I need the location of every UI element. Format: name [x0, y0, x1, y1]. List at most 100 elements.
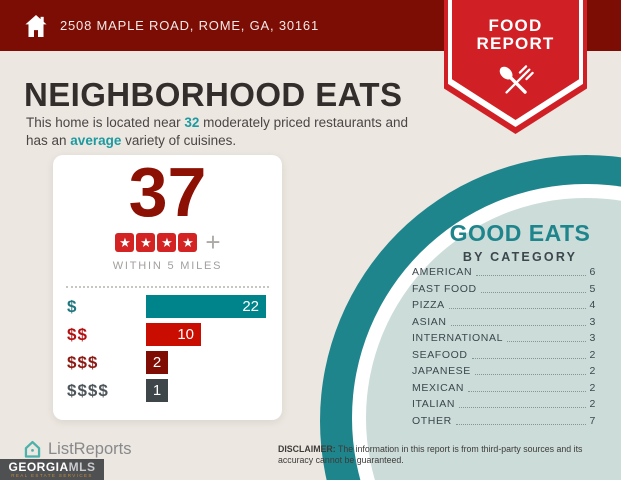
star-icon: ★	[157, 233, 177, 252]
price-tier-label: $	[67, 296, 78, 316]
ribbon-report-label: REPORT	[476, 34, 555, 53]
category-count: 2	[589, 381, 596, 394]
bar-track: 2	[146, 351, 269, 374]
bar-value: 22	[242, 298, 259, 315]
price-tier-row: $$ 10	[67, 323, 269, 346]
bar: 1	[146, 379, 168, 402]
category-row: INTERNATIONAL 3	[412, 333, 596, 344]
restaurant-count-inline: 32	[184, 115, 200, 130]
good-eats-header: GOOD EATS BY CATEGORY	[430, 220, 610, 264]
dotted-leader	[450, 324, 586, 326]
intro-part3: variety of cuisines.	[121, 133, 237, 148]
price-tier-label: $$	[67, 324, 88, 344]
star-icon: ★	[115, 233, 135, 252]
dotted-leader	[474, 373, 586, 375]
category-count: 2	[589, 398, 596, 410]
category-label: AMERICAN	[412, 266, 473, 278]
category-row: PIZZA 4	[412, 300, 596, 311]
georgiamls-wordmark: GEORGIAMLS	[8, 461, 95, 473]
bar-value: 2	[152, 354, 162, 371]
category-label: INTERNATIONAL	[412, 332, 504, 344]
category-label: FAST FOOD	[412, 282, 477, 295]
category-count: 3	[589, 332, 596, 344]
category-row: MEXICAN 2	[412, 381, 596, 394]
dotted-leader	[468, 390, 586, 392]
bar: 22	[146, 295, 266, 318]
intro-part2b: has an	[26, 133, 71, 148]
bar: 2	[146, 351, 168, 374]
category-label: SEAFOOD	[412, 348, 468, 361]
category-count: 3	[589, 315, 596, 328]
home-icon	[25, 14, 47, 37]
category-row: ASIAN 3	[412, 315, 596, 328]
crossed-spoon-fork-icon	[499, 65, 534, 94]
category-count: 2	[589, 348, 596, 361]
category-count: 5	[589, 282, 596, 295]
good-eats-title: GOOD EATS	[449, 220, 591, 246]
georgiamls-georgia: GEORGIA	[8, 459, 69, 474]
price-tier-row: $$$$ 1	[67, 379, 269, 402]
intro-part1: This home is located near	[26, 115, 185, 130]
plus-sign: +	[205, 227, 221, 257]
category-label: PIZZA	[412, 299, 445, 311]
category-label: ASIAN	[412, 315, 447, 328]
bar: 10	[146, 323, 201, 346]
bar-value: 10	[177, 326, 194, 343]
price-bar-chart: $22 $$ 10 $$$ 2 $$$$ 1	[67, 295, 269, 407]
category-label: JAPANESE	[412, 365, 471, 377]
star-rating: ★ ★ ★ ★ +	[53, 227, 282, 257]
georgiamls-logo: GEORGIAMLS REAL ESTATE SERVICES	[0, 459, 104, 480]
property-address: 2508 MAPLE ROAD, ROME, GA, 30161	[60, 18, 319, 33]
price-tier-row: $$$ 2	[67, 351, 269, 374]
dotted-leader	[507, 340, 586, 342]
good-eats-subtitle: BY CATEGORY	[462, 250, 578, 264]
disclaimer-text: The information in this report is from t…	[278, 444, 583, 465]
category-row: ITALIAN 2	[412, 399, 596, 410]
dotted-leader	[448, 307, 586, 309]
bar-value: 1	[152, 382, 162, 399]
category-label: ITALIAN	[412, 398, 456, 410]
price-tier-label: $$$$	[67, 380, 109, 400]
disclaimer-label: DISCLAIMER:	[278, 444, 336, 454]
listreports-logo: ListReports	[22, 439, 131, 460]
category-count: 7	[589, 414, 596, 427]
star-icon: ★	[136, 233, 156, 252]
category-row: OTHER 7	[412, 414, 596, 427]
category-row: FAST FOOD 5	[412, 282, 596, 295]
dotted-leader	[459, 406, 586, 408]
bar-track: 22	[146, 295, 269, 318]
georgiamls-tagline: REAL ESTATE SERVICES	[11, 472, 93, 478]
score-card: 37 ★ ★ ★ ★ + WITHIN 5 MILES $22 $$ 10 $$$ 2 $$$$ 1	[53, 155, 282, 420]
dotted-leader	[455, 423, 586, 425]
category-count: 4	[589, 299, 596, 311]
ribbon-content: FOOD REPORT	[444, 0, 587, 134]
category-count: 6	[589, 266, 596, 278]
bar-track: 1	[146, 379, 269, 402]
category-label: OTHER	[412, 414, 452, 427]
category-row: AMERICAN 6	[412, 267, 596, 278]
category-list: AMERICAN 6 FAST FOOD 5 PIZZA 4 ASIAN 3 INTERNATI…	[412, 267, 596, 432]
page-title: NEIGHBORHOOD EATS	[24, 76, 403, 113]
category-count: 2	[589, 365, 596, 377]
listreports-wordmark: ListReports	[48, 440, 132, 458]
dotted-leader	[471, 357, 586, 359]
georgiamls-mls: MLS	[68, 459, 96, 474]
dotted-leader	[476, 274, 586, 276]
disclaimer: DISCLAIMER: The information in this repo…	[278, 444, 612, 466]
dotted-divider	[66, 286, 269, 288]
category-row: SEAFOOD 2	[412, 348, 596, 361]
dotted-leader	[480, 291, 586, 293]
intro-text: This home is located near 32 moderately …	[26, 114, 426, 150]
bar-track: 10	[146, 323, 269, 346]
house-outline-icon	[24, 440, 41, 458]
price-tier-label: $$$	[67, 352, 99, 372]
ribbon-food-label: FOOD	[488, 16, 543, 35]
variety-highlight: average	[70, 133, 122, 148]
star-icon: ★	[178, 233, 198, 252]
radius-label: WITHIN 5 MILES	[112, 260, 223, 272]
category-label: MEXICAN	[412, 381, 465, 394]
price-tier-row: $22	[67, 295, 269, 318]
total-restaurant-count: 37	[128, 153, 207, 231]
intro-part2: moderately priced restaurants and	[199, 115, 408, 130]
